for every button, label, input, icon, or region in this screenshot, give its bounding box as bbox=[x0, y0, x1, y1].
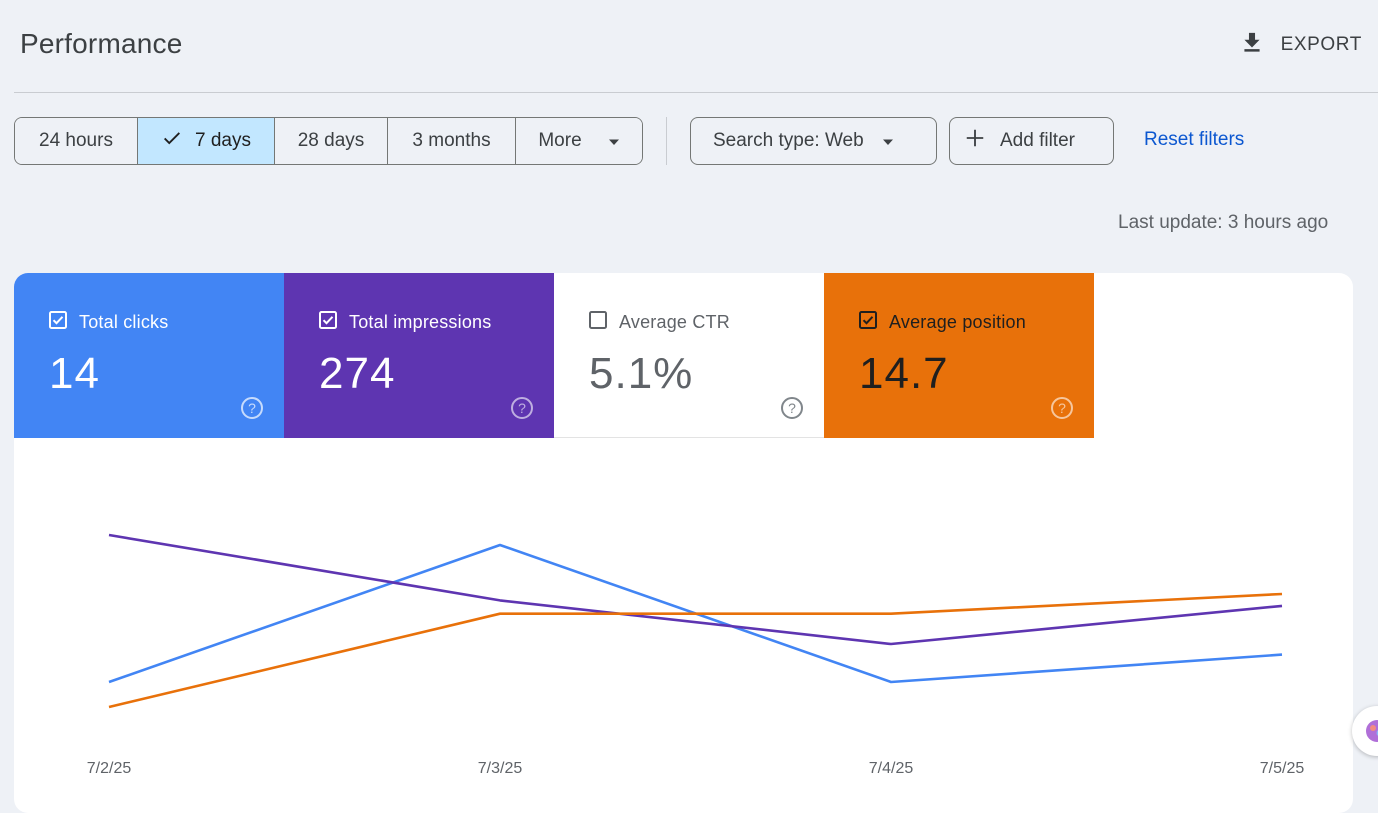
filter-divider bbox=[666, 117, 667, 165]
download-icon bbox=[1239, 30, 1281, 61]
dropdown-caret-icon bbox=[864, 130, 894, 152]
range-more-dropdown[interactable]: More bbox=[516, 118, 642, 164]
page-title: Performance bbox=[20, 28, 183, 60]
range-7-days[interactable]: 7 days bbox=[138, 118, 275, 164]
assistant-floating-button[interactable] bbox=[1352, 706, 1378, 756]
x-axis-tick-label: 7/4/25 bbox=[869, 760, 914, 777]
x-axis-tick-label: 7/2/25 bbox=[87, 760, 132, 777]
range-label: 3 months bbox=[412, 130, 490, 152]
range-24-hours[interactable]: 24 hours bbox=[15, 118, 138, 164]
performance-line-chart[interactable]: 7/2/25 7/3/25 7/4/25 7/5/25 bbox=[14, 273, 1353, 813]
export-label: EXPORT bbox=[1281, 34, 1362, 56]
search-type-label: Search type: Web bbox=[713, 130, 864, 152]
range-label: 28 days bbox=[298, 130, 365, 152]
range-label: More bbox=[538, 130, 581, 152]
reset-filters-link[interactable]: Reset filters bbox=[1144, 129, 1244, 151]
dropdown-caret-icon bbox=[582, 130, 620, 152]
range-28-days[interactable]: 28 days bbox=[275, 118, 388, 164]
range-label: 7 days bbox=[195, 130, 251, 152]
series-line-total-impressions bbox=[109, 535, 1282, 644]
last-update-text: Last update: 3 hours ago bbox=[1118, 212, 1328, 234]
search-type-dropdown[interactable]: Search type: Web bbox=[690, 117, 937, 165]
add-filter-label: Add filter bbox=[1000, 130, 1075, 152]
x-axis-tick-label: 7/3/25 bbox=[478, 760, 523, 777]
add-filter-button[interactable]: Add filter bbox=[949, 117, 1114, 165]
performance-card: Total clicks 14 ? Total impressions 274 … bbox=[14, 273, 1353, 813]
date-range-selector: 24 hours 7 days 28 days 3 months More bbox=[14, 117, 643, 165]
page-header: Performance EXPORT bbox=[0, 0, 1378, 92]
check-icon bbox=[161, 127, 195, 155]
x-axis-tick-label: 7/5/25 bbox=[1260, 760, 1305, 777]
range-3-months[interactable]: 3 months bbox=[388, 118, 516, 164]
range-label: 24 hours bbox=[39, 130, 113, 152]
export-button[interactable]: EXPORT bbox=[1239, 26, 1362, 64]
header-divider bbox=[14, 92, 1378, 93]
series-line-average-position bbox=[109, 594, 1282, 707]
plus-icon bbox=[964, 127, 1000, 155]
